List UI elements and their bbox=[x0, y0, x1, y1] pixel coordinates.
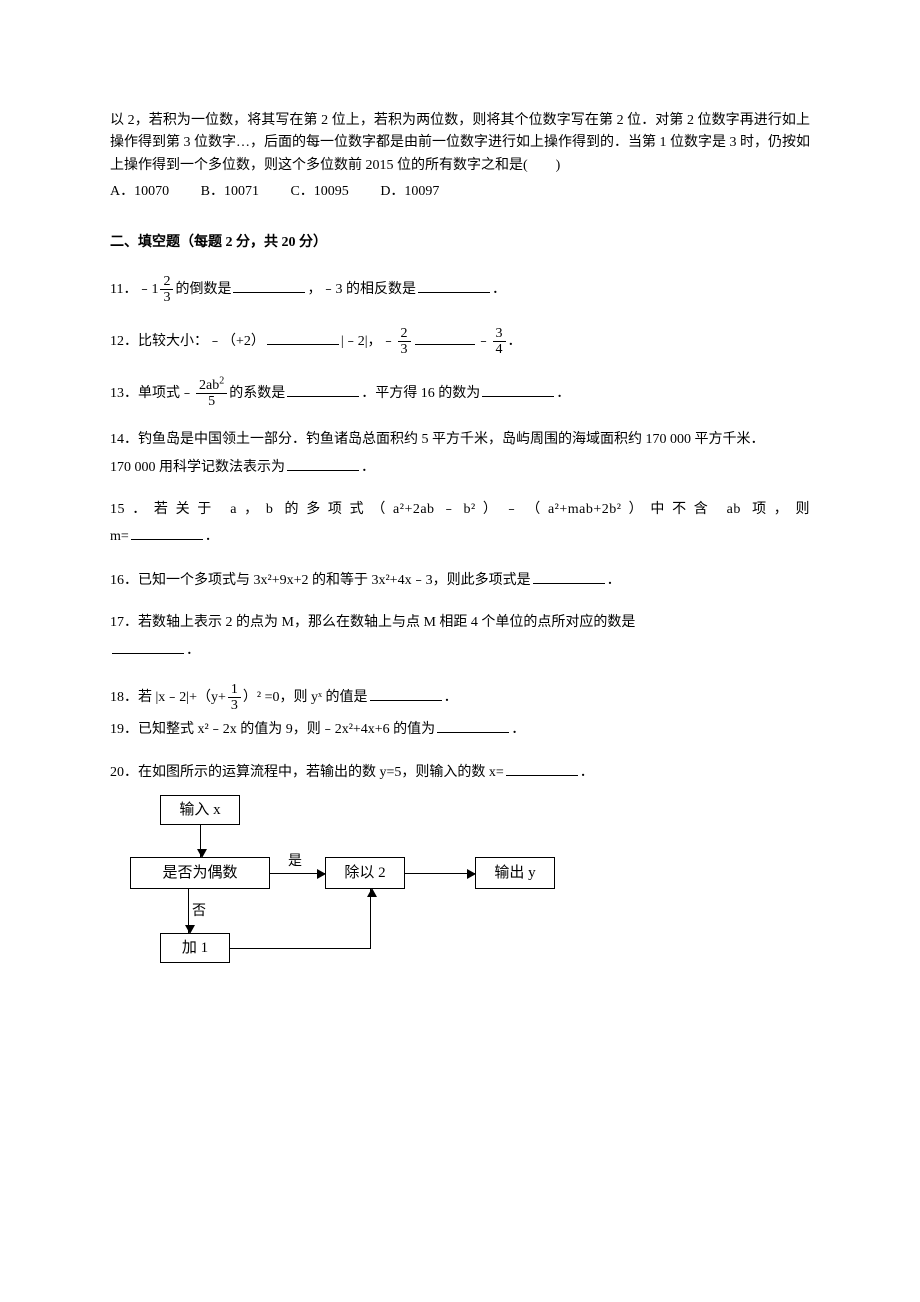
q17-tail: ． bbox=[186, 643, 200, 658]
q12-frac2-num: 3 bbox=[493, 326, 506, 342]
q12-frac2-den: 4 bbox=[493, 342, 506, 357]
q16-tail: ． bbox=[607, 573, 621, 588]
q20-tail: ． bbox=[580, 765, 594, 780]
q15-line1: 15．若关于 a，b 的多项式（a²+2ab﹣b²）﹣（a²+mab+2b²）中… bbox=[110, 499, 810, 521]
q14-line2: 170 000 用科学记数法表示为 ． bbox=[110, 456, 810, 479]
q13-frac-den: 5 bbox=[196, 394, 227, 409]
q18-expr: |x﹣2|+（y+13）² bbox=[156, 690, 265, 705]
q11-prefix: 11．﹣1 bbox=[110, 282, 158, 297]
fc-arrow-up-to-divide bbox=[370, 889, 371, 949]
q14-line1: 14．钓鱼岛是中国领土一部分．钓鱼诸岛总面积约 5 平方千米，岛屿周围的海域面积… bbox=[110, 429, 810, 451]
q13-frac-sup: 2 bbox=[219, 375, 224, 386]
q14-line2-pre: 170 000 用科学记数法表示为 bbox=[110, 460, 285, 475]
q12-frac1: 23 bbox=[398, 326, 411, 358]
q13-mid: 的系数是 bbox=[229, 386, 285, 401]
fc-arrow-decision-to-add1 bbox=[188, 889, 189, 933]
q11-mid: 的倒数是 bbox=[175, 282, 231, 297]
q12-blank1 bbox=[267, 330, 339, 345]
q15-line2: m= ． bbox=[110, 525, 810, 548]
q18-frac-num: 1 bbox=[228, 682, 241, 698]
q13-blank1 bbox=[287, 382, 359, 397]
fc-box-output: 输出 y bbox=[475, 857, 555, 889]
q12-tail: ． bbox=[508, 334, 522, 349]
q18-after-frac: ）² bbox=[243, 690, 261, 705]
q10-optC: C．10095 bbox=[290, 181, 348, 203]
q11-blank2 bbox=[418, 278, 490, 293]
q11-frac-num: 2 bbox=[160, 274, 173, 290]
q16-pre: 16．已知一个多项式与 3x²+9x+2 的和等于 3x²+4x﹣3，则此多项式… bbox=[110, 573, 531, 588]
q10-optB: B．10071 bbox=[201, 181, 259, 203]
flowchart: 输入 x 是否为偶数 除以 2 输出 y 加 1 是否 bbox=[110, 795, 570, 970]
q13-mid2: ．平方得 16 的数为 bbox=[361, 386, 480, 401]
q14-tail: ． bbox=[361, 460, 375, 475]
q13-prefix: 13．单项式﹣ bbox=[110, 386, 194, 401]
fc-label-yes: 是 bbox=[288, 851, 302, 873]
q17-blank bbox=[112, 639, 184, 654]
q13: 13．单项式﹣2ab25的系数是．平方得 16 的数为． bbox=[110, 378, 810, 410]
q18: 18．若 |x﹣2|+（y+13）² =0，则 yˣ 的值是 ． bbox=[110, 682, 810, 714]
q20-pre: 20．在如图所示的运算流程中，若输出的数 y=5，则输入的数 x= bbox=[110, 765, 504, 780]
q18-frac: 13 bbox=[228, 682, 241, 714]
q18-abs: |x﹣2|+（y+ bbox=[156, 690, 226, 705]
q19-blank bbox=[437, 718, 509, 733]
q17-line1: 17．若数轴上表示 2 的点为 M，那么在数轴上与点 M 相距 4 个单位的点所… bbox=[110, 612, 810, 634]
q13-blank2 bbox=[482, 382, 554, 397]
fc-arrow-divide-to-output bbox=[405, 873, 475, 874]
q19-pre: 19．已知整式 x²﹣2x 的值为 9，则﹣2x²+4x+6 的值为 bbox=[110, 722, 435, 737]
q13-frac-num: 2ab2 bbox=[196, 378, 227, 394]
q18-tail: ． bbox=[444, 690, 458, 705]
fc-line-add1-to-up bbox=[230, 948, 370, 949]
q14-blank bbox=[287, 456, 359, 471]
q16-blank bbox=[533, 569, 605, 584]
q15-line2-pre: m= bbox=[110, 529, 129, 544]
q19-tail: ． bbox=[511, 722, 525, 737]
q12-mid1: |﹣2|，﹣ bbox=[341, 334, 396, 349]
q10-optA: A．10070 bbox=[110, 181, 169, 203]
q11-frac: 23 bbox=[160, 274, 173, 306]
fc-box-decision: 是否为偶数 bbox=[130, 857, 270, 889]
q16: 16．已知一个多项式与 3x²+9x+2 的和等于 3x²+4x﹣3，则此多项式… bbox=[110, 569, 810, 592]
q10-options: A．10070 B．10071 C．10095 D．10097 bbox=[110, 181, 810, 203]
q18-after-eq: =0，则 yˣ 的值是 bbox=[265, 690, 368, 705]
q10-text: 以 2，若积为一位数，将其写在第 2 位上，若积为两位数，则将其个位数字写在第 … bbox=[110, 110, 810, 177]
q15-tail: ． bbox=[205, 529, 219, 544]
q18-pre: 18．若 bbox=[110, 690, 152, 705]
q12-mid2: ﹣ bbox=[477, 334, 491, 349]
fc-box-divide: 除以 2 bbox=[325, 857, 405, 889]
q11-tail: ． bbox=[492, 282, 506, 297]
q11-frac-den: 3 bbox=[160, 290, 173, 305]
q11-blank1 bbox=[233, 278, 305, 293]
q13-tail: ． bbox=[556, 386, 570, 401]
q17-line2: ． bbox=[110, 639, 810, 662]
q20-blank bbox=[506, 761, 578, 776]
q10-optD: D．10097 bbox=[380, 181, 439, 203]
q12-blank2 bbox=[415, 330, 475, 345]
q13-frac-num-text: 2ab bbox=[199, 378, 219, 393]
q12-frac1-num: 2 bbox=[398, 326, 411, 342]
fc-box-input: 输入 x bbox=[160, 795, 240, 825]
section2-title: 二、填空题（每题 2 分，共 20 分） bbox=[110, 232, 810, 254]
q18-blank bbox=[370, 686, 442, 701]
q12-frac1-den: 3 bbox=[398, 342, 411, 357]
q12-frac2: 34 bbox=[493, 326, 506, 358]
q11-mid2: ，﹣3 的相反数是 bbox=[307, 282, 416, 297]
q20: 20．在如图所示的运算流程中，若输出的数 y=5，则输入的数 x= ． bbox=[110, 761, 810, 784]
fc-label-no: 否 bbox=[192, 901, 206, 923]
q18-frac-den: 3 bbox=[228, 698, 241, 713]
q11: 11．﹣123的倒数是 ，﹣3 的相反数是 ． bbox=[110, 274, 810, 306]
q12: 12．比较大小：﹣（+2）|﹣2|，﹣23﹣34． bbox=[110, 326, 810, 358]
q12-prefix: 12．比较大小：﹣（+2） bbox=[110, 334, 265, 349]
q19: 19．已知整式 x²﹣2x 的值为 9，则﹣2x²+4x+6 的值为 ． bbox=[110, 718, 810, 741]
fc-box-add1: 加 1 bbox=[160, 933, 230, 963]
q15-blank bbox=[131, 525, 203, 540]
q13-frac: 2ab25 bbox=[196, 378, 227, 410]
fc-arrow-input-to-decision bbox=[200, 825, 201, 857]
